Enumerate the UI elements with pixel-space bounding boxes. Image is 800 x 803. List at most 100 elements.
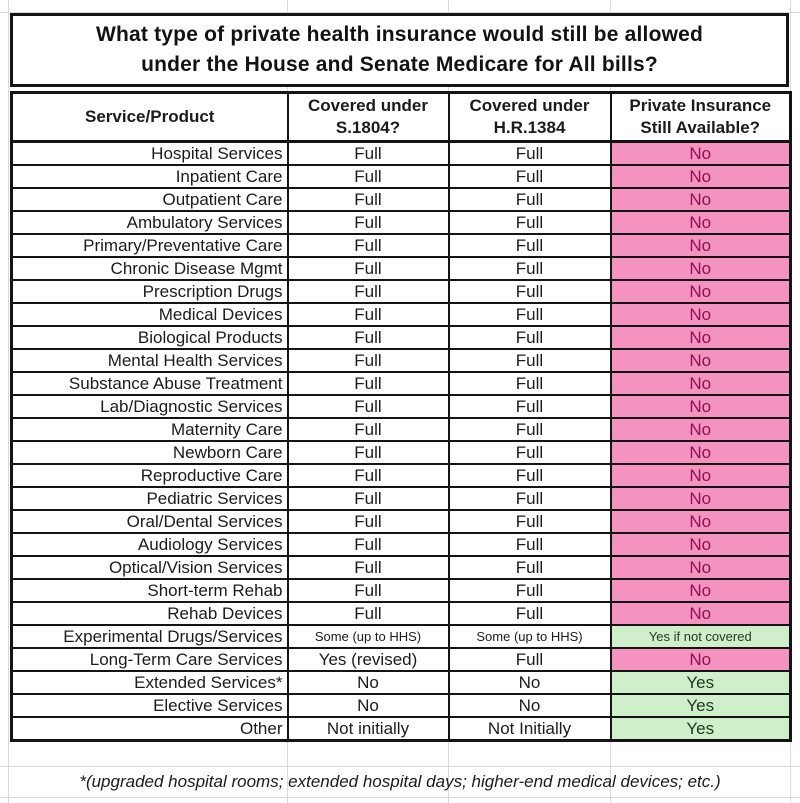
hr1384-cell: Full: [447, 601, 612, 626]
grid-line-horizontal: [0, 12, 800, 13]
s1804-cell: Full: [286, 233, 450, 258]
s1804-cell: Full: [286, 187, 450, 212]
page-title-line-2: under the House and Senate Medicare for …: [141, 53, 658, 76]
service-cell: Ambulatory Services: [10, 210, 289, 235]
table-row: Biological Products Full Full No: [10, 325, 792, 350]
table-row: Extended Services* No No Yes: [10, 670, 792, 695]
table-row: Primary/Preventative Care Full Full No: [10, 233, 792, 258]
available-cell: No: [609, 463, 792, 488]
table-row: Other Not initially Not Initially Yes: [10, 716, 792, 742]
service-cell: Medical Devices: [10, 302, 289, 327]
service-cell: Biological Products: [10, 325, 289, 350]
service-cell: Other: [10, 716, 289, 742]
available-cell: No: [609, 256, 792, 281]
available-cell: No: [609, 279, 792, 304]
hr1384-cell: Full: [447, 164, 612, 189]
table-header: Service/Product Covered under S.1804? Co…: [10, 91, 792, 143]
s1804-cell: Full: [286, 302, 450, 327]
service-cell: Outpatient Care: [10, 187, 289, 212]
available-cell: Yes: [609, 693, 792, 718]
available-cell: No: [609, 371, 792, 396]
table-body: Hospital Services Full Full No Inpatient Car…: [10, 140, 792, 742]
hr1384-cell: Full: [447, 233, 612, 258]
table-row: Elective Services No No Yes: [10, 693, 792, 718]
s1804-cell: Full: [286, 325, 450, 350]
s1804-cell: Yes (revised): [286, 647, 450, 672]
grid-line-horizontal: [0, 797, 800, 798]
service-cell: Inpatient Care: [10, 164, 289, 189]
service-cell: Mental Health Services: [10, 348, 289, 373]
table-row: Prescription Drugs Full Full No: [10, 279, 792, 304]
available-cell: No: [609, 555, 792, 580]
service-cell: Hospital Services: [10, 140, 289, 166]
available-cell: No: [609, 509, 792, 534]
service-cell: Oral/Dental Services: [10, 509, 289, 534]
service-cell: Elective Services: [10, 693, 289, 718]
service-cell: Pediatric Services: [10, 486, 289, 511]
available-cell: No: [609, 325, 792, 350]
s1804-cell: Full: [286, 348, 450, 373]
table-row: Reproductive Care Full Full No: [10, 463, 792, 488]
table-row: Maternity Care Full Full No: [10, 417, 792, 442]
table-row: Ambulatory Services Full Full No: [10, 210, 792, 235]
hr1384-cell: Full: [447, 256, 612, 281]
s1804-cell: Full: [286, 555, 450, 580]
s1804-cell: Full: [286, 601, 450, 626]
hr1384-cell: Full: [447, 140, 612, 166]
table-row: Medical Devices Full Full No: [10, 302, 792, 327]
available-cell: No: [609, 578, 792, 603]
available-cell: No: [609, 440, 792, 465]
grid-line-vertical: [8, 0, 9, 803]
available-cell: No: [609, 417, 792, 442]
service-cell: Short-term Rehab: [10, 578, 289, 603]
s1804-cell: Full: [286, 509, 450, 534]
hr1384-cell: Full: [447, 555, 612, 580]
grid-line-horizontal: [0, 766, 800, 767]
table-row: Substance Abuse Treatment Full Full No: [10, 371, 792, 396]
hr1384-cell: Full: [447, 325, 612, 350]
s1804-cell: Full: [286, 463, 450, 488]
hr1384-cell: Full: [447, 486, 612, 511]
service-cell: Experimental Drugs/Services: [10, 624, 289, 649]
table-row: Oral/Dental Services Full Full No: [10, 509, 792, 534]
available-cell: No: [609, 210, 792, 235]
s1804-cell: No: [286, 670, 450, 695]
table-row: Experimental Drugs/Services Some (up to H…: [10, 624, 792, 649]
s1804-cell: Full: [286, 578, 450, 603]
hr1384-cell: Not Initially: [447, 716, 612, 742]
s1804-cell: Full: [286, 532, 450, 557]
s1804-cell: Full: [286, 210, 450, 235]
hr1384-cell: Full: [447, 417, 612, 442]
table-row: Short-term Rehab Full Full No: [10, 578, 792, 603]
table-row: Inpatient Care Full Full No: [10, 164, 792, 189]
available-cell: Yes: [609, 670, 792, 695]
footnote: *(upgraded hospital rooms; extended hosp…: [79, 772, 721, 791]
available-cell: Yes if not covered: [609, 624, 792, 649]
table-row: Lab/Diagnostic Services Full Full No: [10, 394, 792, 419]
service-cell: Audiology Services: [10, 532, 289, 557]
header-covered-s1804: Covered under S.1804?: [286, 91, 450, 143]
coverage-table-wrapper: Service/Product Covered under S.1804? Co…: [10, 91, 792, 742]
s1804-cell: Some (up to HHS): [286, 624, 450, 649]
hr1384-cell: Full: [447, 348, 612, 373]
header-service-product: Service/Product: [10, 91, 289, 143]
available-cell: No: [609, 164, 792, 189]
service-cell: Chronic Disease Mgmt: [10, 256, 289, 281]
service-cell: Substance Abuse Treatment: [10, 371, 289, 396]
s1804-cell: Full: [286, 486, 450, 511]
service-cell: Prescription Drugs: [10, 279, 289, 304]
service-cell: Maternity Care: [10, 417, 289, 442]
table-row: Hospital Services Full Full No: [10, 140, 792, 166]
hr1384-cell: Full: [447, 187, 612, 212]
hr1384-cell: Full: [447, 394, 612, 419]
hr1384-cell: Full: [447, 440, 612, 465]
table-row: Newborn Care Full Full No: [10, 440, 792, 465]
available-cell: No: [609, 233, 792, 258]
available-cell: No: [609, 394, 792, 419]
available-cell: No: [609, 486, 792, 511]
table-row: Optical/Vision Services Full Full No: [10, 555, 792, 580]
available-cell: No: [609, 140, 792, 166]
table-row: Chronic Disease Mgmt Full Full No: [10, 256, 792, 281]
hr1384-cell: Full: [447, 302, 612, 327]
coverage-table: Service/Product Covered under S.1804? Co…: [10, 91, 792, 742]
